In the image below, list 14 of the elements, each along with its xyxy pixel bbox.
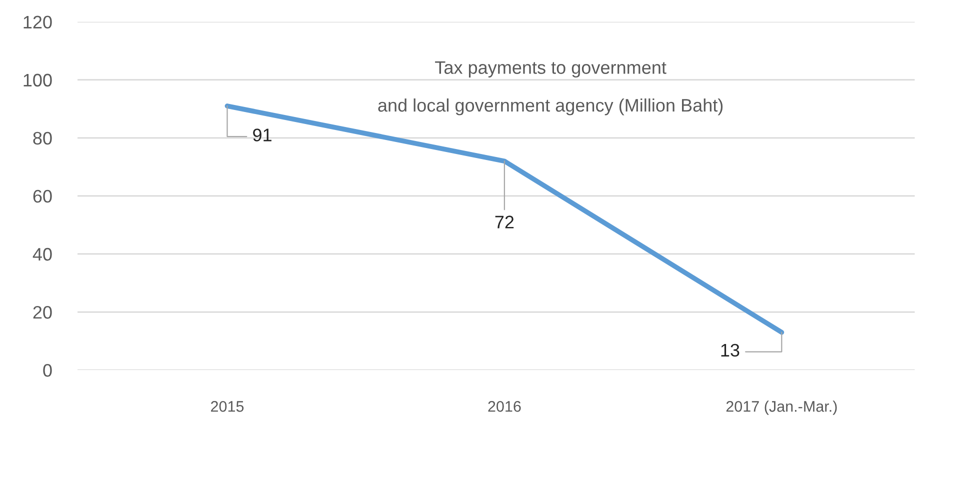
data-label: 91 bbox=[253, 128, 272, 142]
y-tick-label: 20 bbox=[33, 306, 52, 319]
data-label: 13 bbox=[721, 344, 740, 357]
y-tick-label: 80 bbox=[33, 132, 52, 145]
x-tick-label: 2016 bbox=[488, 401, 521, 412]
y-tick-label: 60 bbox=[33, 190, 52, 203]
data-label: 72 bbox=[495, 216, 514, 228]
x-tick-label: 2017 (Jan.-Mar.) bbox=[726, 400, 837, 415]
y-tick-label: 120 bbox=[24, 16, 52, 29]
y-tick-label: 100 bbox=[24, 74, 52, 87]
x-tick-label: 2015 bbox=[211, 401, 244, 412]
text: Tax payments to government and local government agency (Million Baht) bbox=[378, 61, 723, 116]
y-tick-label: 0 bbox=[43, 364, 52, 377]
y-tick-label: 40 bbox=[32, 248, 52, 261]
